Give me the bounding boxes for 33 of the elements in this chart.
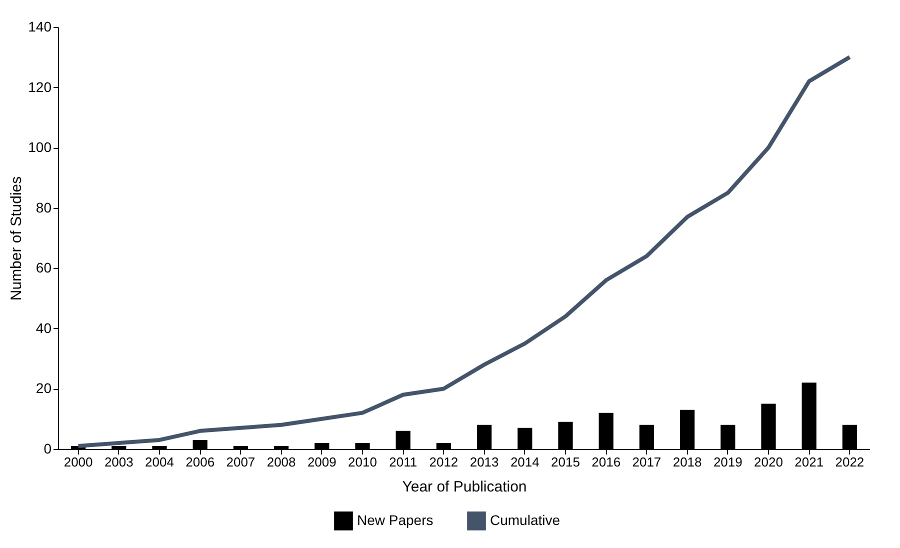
line-series [76, 55, 852, 448]
y-tick-label: 40 [36, 320, 52, 336]
y-tick-label: 0 [44, 440, 52, 456]
x-tick-label: 2008 [266, 454, 296, 470]
y-tick-label: 80 [36, 199, 52, 216]
x-tick-label: 2000 [64, 454, 93, 470]
x-tick-label: 2016 [592, 454, 621, 470]
x-tick-label: 2014 [510, 454, 540, 470]
x-tick-label: 2010 [348, 454, 377, 470]
y-tick-label: 20 [36, 380, 52, 396]
x-tick-label: 2011 [389, 454, 418, 470]
y-tick-label: 120 [28, 78, 52, 95]
x-tick-label: 2012 [429, 454, 458, 470]
y-tick-label: 100 [28, 139, 52, 156]
x-tick-label: 2019 [713, 454, 742, 470]
x-tick-label: 2013 [470, 454, 499, 470]
x-tick-label: 2007 [226, 454, 256, 470]
legend-label: New Papers [357, 512, 434, 528]
x-tick-label: 2022 [835, 454, 864, 470]
x-tick-label: 2009 [307, 454, 336, 470]
x-tick-label: 2003 [104, 454, 134, 470]
x-tick-label: 2004 [145, 454, 174, 470]
x-tick-label: 2020 [754, 454, 783, 470]
x-tick-label: 2018 [672, 454, 702, 470]
legend-label: Cumulative [490, 512, 560, 528]
x-tick-label: 2006 [186, 454, 215, 470]
y-tick-label: 140 [28, 18, 52, 34]
y-axis-title: Number of Studies [8, 176, 26, 301]
x-tick-label: 2017 [632, 454, 662, 470]
x-tick-label: 2015 [551, 454, 580, 470]
y-tick-label: 60 [36, 260, 52, 276]
x-axis-title: Year of Publication [402, 478, 527, 496]
x-tick-label: 2021 [794, 454, 824, 470]
